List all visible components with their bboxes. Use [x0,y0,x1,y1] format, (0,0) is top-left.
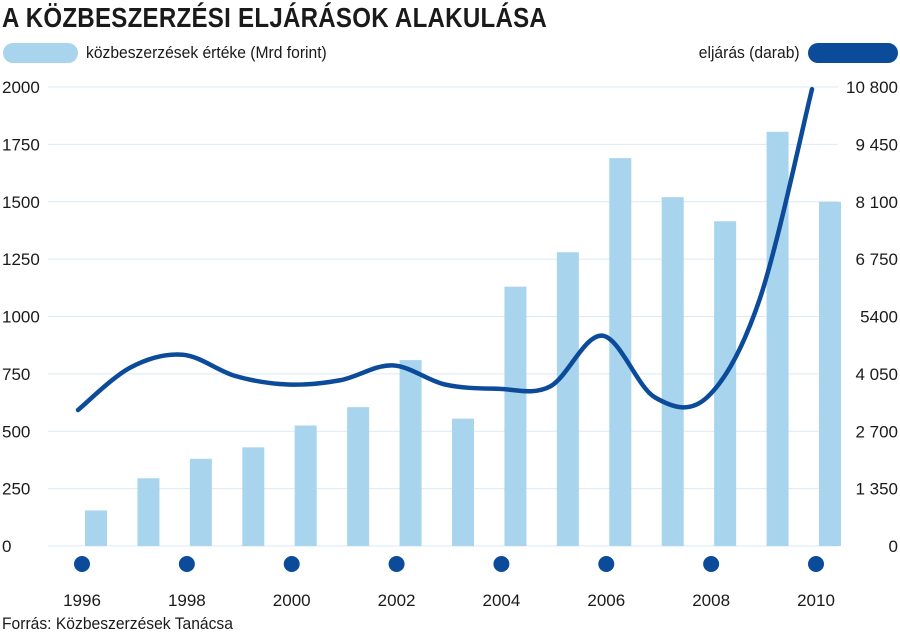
bar-2004 [504,286,527,546]
right-tick-label: 5400 [860,308,898,327]
right-tick-label: 1 350 [855,480,898,499]
year-marker [598,556,615,572]
bar-1999 [242,447,265,546]
right-tick-label: 8 100 [855,193,898,212]
year-marker [808,556,824,572]
x-tick-label: 2004 [483,591,521,610]
bar-2002 [399,360,422,546]
x-tick-label: 2002 [378,591,416,610]
year-marker [283,556,300,572]
left-tick-label: 750 [2,365,30,384]
source-note: Forrás: Közbeszerzések Tanácsa [2,614,233,633]
chart-title: A KÖZBESZERZÉSI ELJÁRÁSOK ALAKULÁSA [2,2,548,33]
gridlines [48,86,838,547]
right-tick-label: 10 800 [846,78,898,97]
left-tick-label: 1250 [2,250,40,269]
bar-2010 [819,201,841,546]
year-marker [74,556,90,572]
left-tick-label: 250 [2,480,30,499]
bar-2007 [661,197,684,546]
year-markers [74,556,824,572]
right-tick-label: 0 [889,537,898,556]
left-tick-label: 0 [2,537,11,556]
right-tick-label: 2 700 [855,422,898,441]
year-marker [178,556,195,572]
bar-2003 [452,418,474,546]
left-tick-label: 1000 [2,308,40,327]
legend-bars-label: közbeszerzések értéke (Mrd forint) [86,43,327,62]
left-axis-ticks: 0 250 500 750 1000 1250 1500 1750 2000 [2,78,40,556]
left-tick-label: 1500 [2,193,40,212]
year-marker [703,556,720,572]
line-procedures [75,86,815,413]
legend-line-label: eljárás (darab) [699,43,800,62]
year-marker [388,556,405,572]
x-tick-label: 1998 [168,591,206,610]
bar-1998 [189,458,212,546]
bar-2000 [294,425,317,546]
legend-bars: közbeszerzések értéke (Mrd forint) [3,42,348,64]
bar-1997 [137,478,160,546]
bar-2001 [347,407,370,546]
right-tick-label: 6 750 [855,250,898,269]
right-axis-ticks: 0 1 350 2 700 4 050 5400 6 750 8 100 9 450 10 80… [846,78,898,556]
right-tick-label: 9 450 [855,135,898,154]
x-axis-ticks: 1996 1998 2000 2002 2004 2006 2008 2010 [63,591,835,610]
left-tick-label: 500 [2,422,30,441]
x-tick-label: 2010 [797,591,835,610]
x-tick-label: 2006 [587,591,625,610]
line-series [75,86,815,413]
bar-2008 [714,221,737,546]
legend-bar-swatch [3,43,78,63]
left-tick-label: 2000 [2,78,40,97]
x-tick-label: 2008 [692,591,730,610]
bar-1996 [85,510,107,546]
bar-2009 [766,131,789,546]
legend-line-swatch [808,43,898,63]
x-tick-label: 2000 [273,591,311,610]
right-tick-label: 4 050 [855,365,898,384]
bar-2005 [556,252,579,547]
x-tick-label: 1996 [63,591,101,610]
year-marker [493,556,510,572]
left-tick-label: 1750 [2,135,40,154]
legend-line: eljárás (darab) [690,42,898,64]
bar-series [85,131,841,547]
